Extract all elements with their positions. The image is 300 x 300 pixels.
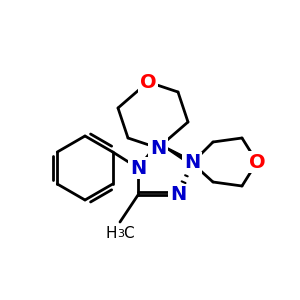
Text: O: O xyxy=(249,152,265,172)
Text: 3: 3 xyxy=(117,229,124,239)
Text: N: N xyxy=(184,154,200,172)
Text: H: H xyxy=(106,226,117,241)
Text: N: N xyxy=(170,185,186,205)
Text: N: N xyxy=(130,158,146,178)
Polygon shape xyxy=(158,143,193,165)
Text: C: C xyxy=(123,226,134,241)
Text: O: O xyxy=(140,73,156,92)
Text: N: N xyxy=(150,139,166,158)
